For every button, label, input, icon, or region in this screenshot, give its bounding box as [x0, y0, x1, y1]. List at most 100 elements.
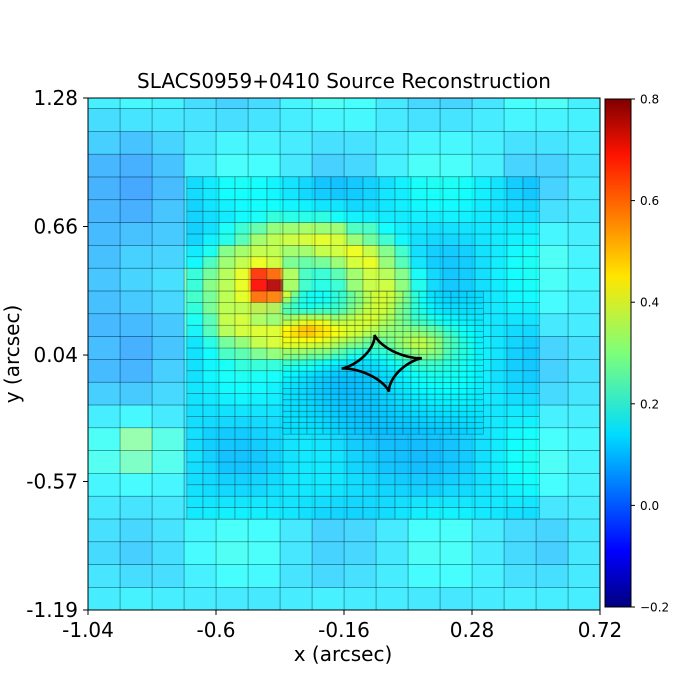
mesh-cell — [370, 365, 380, 372]
mesh-cell — [282, 348, 292, 355]
mesh-cell — [343, 130, 377, 155]
mesh-cell — [282, 484, 300, 497]
mesh-cell — [322, 342, 332, 349]
mesh-cell — [394, 313, 404, 321]
mesh-cell — [298, 199, 316, 212]
mesh-cell — [378, 370, 388, 378]
mesh-cell — [410, 405, 420, 412]
mesh-cell — [218, 336, 236, 349]
mesh-cell — [362, 222, 380, 235]
mesh-cell — [567, 290, 600, 315]
mesh-cell — [458, 422, 468, 429]
mesh-cell — [474, 422, 484, 429]
mesh-cell — [279, 564, 313, 588]
mesh-cell — [218, 187, 236, 201]
mesh-cell — [88, 313, 121, 337]
mesh-cell — [535, 290, 569, 315]
mesh-cell — [330, 507, 348, 520]
mesh-cell — [202, 244, 220, 258]
mesh-cell — [250, 404, 268, 417]
mesh-cell — [266, 290, 284, 303]
mesh-cell — [506, 358, 524, 372]
mesh-cell — [362, 484, 380, 497]
mesh-cell — [250, 427, 268, 440]
mesh-cell — [346, 244, 364, 258]
mesh-cell — [386, 331, 396, 338]
mesh-cell — [290, 353, 300, 361]
mesh-cell — [386, 336, 396, 344]
mesh-cell — [407, 130, 441, 155]
mesh-cell — [370, 388, 380, 395]
mesh-cell — [426, 388, 436, 395]
mesh-cell — [151, 427, 185, 451]
mesh-cell — [314, 388, 324, 395]
mesh-cell — [522, 176, 540, 189]
mesh-cell — [306, 353, 316, 361]
mesh-cell — [338, 319, 348, 326]
mesh-cell — [346, 472, 364, 486]
mesh-cell — [338, 353, 348, 361]
mesh-cell — [402, 370, 412, 378]
mesh-cell — [346, 296, 356, 304]
mesh-cell — [250, 210, 268, 223]
mesh-cell — [407, 108, 441, 132]
mesh-cell — [386, 399, 396, 406]
mesh-cell — [218, 256, 236, 269]
mesh-cell — [202, 415, 220, 429]
colorbar-ticks: 0.8 0.6 0.4 0.2 0.0 −0.2 — [631, 93, 669, 615]
mesh-cell — [298, 244, 316, 258]
mesh-cell — [306, 416, 316, 423]
mesh-cell — [402, 405, 412, 412]
mesh-cell — [522, 187, 540, 201]
mesh-cell — [298, 461, 316, 474]
mesh-cell — [151, 358, 185, 383]
mesh-cell — [370, 319, 380, 326]
mesh-cell — [346, 370, 356, 378]
mesh-cell — [338, 382, 348, 389]
mesh-cell — [522, 495, 540, 508]
mesh-cell — [535, 404, 569, 429]
mesh-cell — [394, 342, 404, 349]
mesh-cell — [279, 587, 313, 610]
mesh-cell — [402, 336, 412, 344]
mesh-cell — [458, 313, 468, 321]
mesh-cell — [202, 507, 220, 520]
mesh-cell — [314, 319, 324, 326]
mesh-cell — [567, 336, 600, 360]
mesh-cell — [434, 313, 444, 321]
mesh-cell — [370, 382, 380, 389]
mesh-cell — [458, 365, 468, 372]
mesh-cell — [418, 291, 428, 298]
mesh-cell — [282, 422, 292, 429]
y-tick-label: -1.19 — [26, 598, 78, 622]
mesh-cell — [362, 302, 372, 309]
mesh-cell — [338, 376, 348, 383]
mesh-cell — [183, 518, 217, 543]
mesh-cell — [234, 472, 252, 486]
mesh-cell — [394, 210, 412, 223]
mesh-cell — [402, 376, 412, 383]
mesh-cell — [442, 279, 460, 292]
mesh-cell — [450, 410, 460, 418]
mesh-cell — [466, 291, 476, 298]
mesh-cell — [567, 176, 600, 201]
mesh-cell — [311, 518, 345, 543]
mesh-cell — [418, 427, 428, 435]
mesh-cell — [522, 244, 540, 258]
mesh-cell — [474, 495, 492, 508]
mesh-cell — [386, 416, 396, 423]
mesh-cell — [119, 358, 153, 383]
mesh-cell — [346, 279, 364, 292]
mesh-cell — [322, 365, 332, 372]
mesh-cell — [466, 399, 476, 406]
mesh-cell — [402, 382, 412, 389]
mesh-cell — [458, 382, 468, 389]
mesh-cell — [314, 472, 332, 486]
x-axis-label: x (arcsec) — [294, 642, 393, 666]
mesh-cell — [458, 187, 476, 201]
y-tick-label: -0.57 — [26, 469, 78, 493]
mesh-cell — [290, 427, 300, 435]
mesh-cell — [322, 370, 332, 378]
mesh-cell — [450, 405, 460, 412]
